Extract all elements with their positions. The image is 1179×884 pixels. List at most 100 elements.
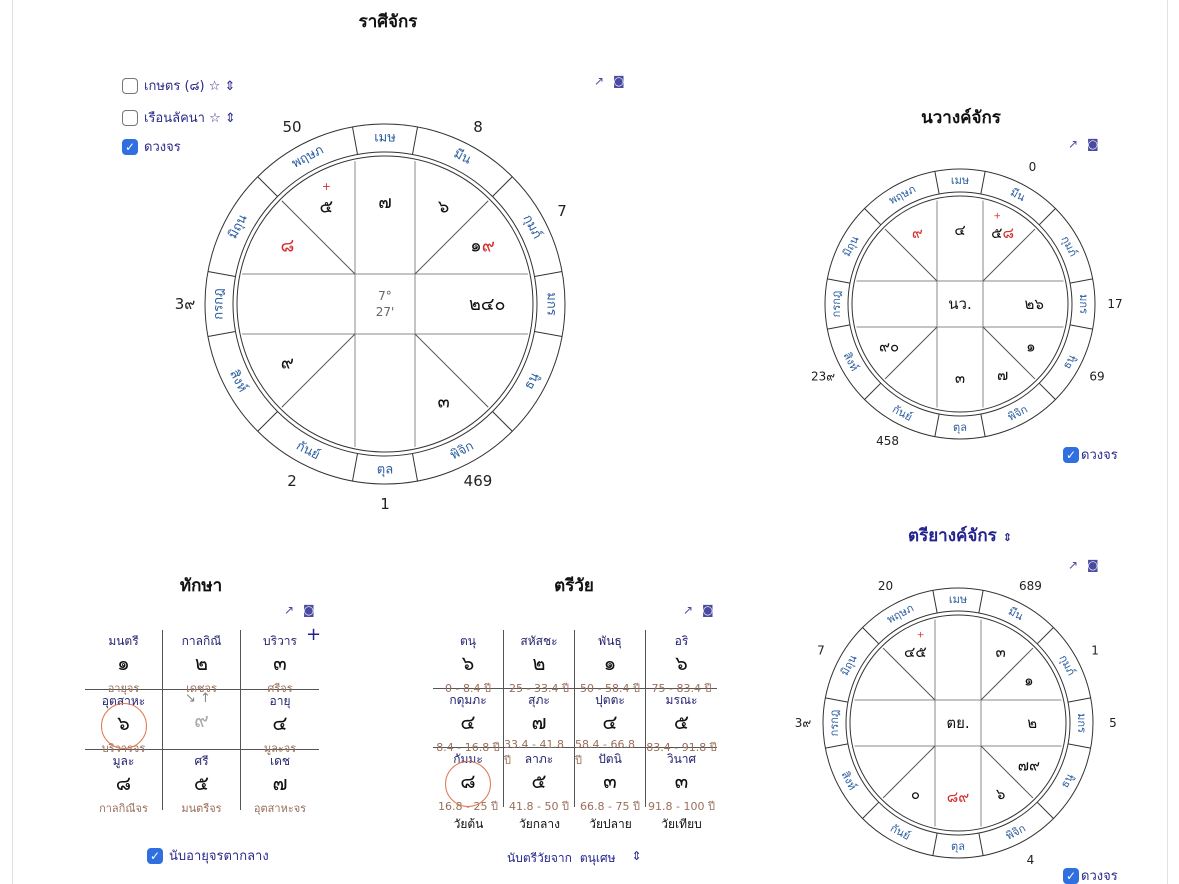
select-value[interactable]: ตนุเศษ bbox=[579, 851, 616, 865]
sign-label: มีน bbox=[1006, 605, 1026, 624]
grid-cell: พันธุ๑ 50 - 58.4 ปี bbox=[575, 630, 646, 695]
external-link-icon[interactable]: ↗ bbox=[1068, 137, 1079, 151]
cell-name: กาลกิณี bbox=[181, 634, 222, 648]
checkbox[interactable] bbox=[122, 77, 138, 94]
sign-label: กรกฎ bbox=[212, 288, 227, 319]
grid-cell: กดุมภะ๔ 8.4 - 16.8 ปี bbox=[433, 689, 504, 754]
camera-icon[interactable]: ◙ bbox=[702, 603, 714, 617]
cell-name: ปุตตะ bbox=[595, 693, 625, 707]
ruen-lakna-option[interactable]: เรือนลัคนา ☆ ⇕ bbox=[122, 107, 236, 128]
diagonal-line bbox=[281, 333, 356, 408]
kaset-option[interactable]: เกษตร (๘) ☆ ⇕ bbox=[122, 75, 235, 96]
center-label: 7° bbox=[378, 289, 392, 303]
triyang-tools: ↗ ◙ bbox=[1068, 558, 1099, 572]
sign-label: มกร bbox=[544, 292, 559, 315]
camera-icon[interactable]: ◙ bbox=[303, 603, 315, 617]
option-label: ดวงจร bbox=[1081, 448, 1118, 463]
cell-value: ๓ bbox=[603, 769, 617, 793]
grid-cell: ปัตนิ๓ 66.8 - 75 ปี bbox=[575, 748, 646, 813]
cell-name: ศรี bbox=[194, 754, 209, 768]
cell-value: ๕ bbox=[193, 771, 210, 795]
inner-circle bbox=[236, 155, 534, 453]
dongjon-option[interactable]: ✓ ดวงจร bbox=[122, 136, 181, 157]
highlight-circle bbox=[445, 761, 491, 807]
grid-cell: สุภะ๗ 33.4 - 41.8 ปี bbox=[504, 689, 575, 767]
house-planets: ๗ bbox=[378, 191, 392, 212]
triyang-title-select[interactable]: ตรียางค์จักร ⇕ bbox=[908, 522, 1012, 549]
planet: ๙ bbox=[912, 224, 923, 242]
camera-icon[interactable]: ◙ bbox=[613, 74, 625, 88]
cell-value: ๗ bbox=[531, 710, 547, 734]
sign-label: พฤษภ bbox=[289, 143, 326, 172]
house-planets: ๘ bbox=[280, 235, 294, 256]
ring-inner-circle bbox=[232, 151, 538, 457]
grid-cell: กาลกิณี๒เดชจร bbox=[163, 630, 241, 695]
diagonal-line bbox=[414, 200, 489, 275]
plus-icon[interactable]: + bbox=[306, 624, 322, 645]
grid-cell: ศรี๕มนตรีจร bbox=[163, 750, 241, 815]
ring-divider bbox=[1038, 208, 1056, 226]
triyang-title: ตรียางค์จักร bbox=[908, 526, 997, 546]
planet: ๙ bbox=[482, 235, 495, 256]
checkbox-checked[interactable]: ✓ bbox=[122, 138, 138, 155]
option-label: เกษตร (๘) ☆ ⇕ bbox=[144, 79, 236, 94]
ring-divider bbox=[1069, 278, 1093, 284]
outer-circle bbox=[822, 587, 1094, 859]
outer-number: 20 bbox=[878, 579, 893, 593]
checkbox[interactable] bbox=[122, 109, 138, 126]
cell-value: ๑ bbox=[603, 651, 617, 675]
house-planets: ๙ bbox=[912, 224, 923, 242]
sign-label: ตุล bbox=[951, 840, 965, 853]
checkbox-checked[interactable]: ✓ bbox=[1063, 446, 1079, 463]
grid-cell: ปุตตะ๔ 58.4 - 66.8 ปี bbox=[575, 689, 646, 767]
house-planets: ๒๖ bbox=[1024, 295, 1043, 313]
taksa-tools: ↗ ◙ bbox=[284, 603, 315, 617]
checkbox-checked[interactable]: ✓ bbox=[147, 847, 163, 864]
planet: ๐ bbox=[911, 785, 920, 803]
external-link-icon[interactable]: ↗ bbox=[284, 603, 295, 617]
grid-cell: วินาศ๓ 91.8 - 100 ปี bbox=[646, 748, 717, 813]
cell-value: ๙ bbox=[194, 708, 209, 732]
grid-cell: อริ๖ 75 - 83.4 ปี bbox=[646, 630, 717, 695]
ring-divider bbox=[1038, 382, 1056, 400]
cell-name: ตนุ bbox=[460, 634, 476, 648]
triyang-dongjon-option[interactable]: ✓ ดวงจร bbox=[1063, 865, 1118, 884]
cell-value: ๖ bbox=[675, 651, 688, 675]
planet: ๕ bbox=[320, 196, 334, 217]
planet: ๔ bbox=[954, 221, 965, 239]
center-label: 27' bbox=[376, 305, 395, 319]
cell-value: ๓ bbox=[273, 651, 287, 675]
planet: ๗๙ bbox=[1018, 757, 1040, 775]
plus-mark-icon: + bbox=[322, 180, 331, 193]
taksa-center-option[interactable]: ✓ นับอายุจรตากลาง bbox=[147, 845, 269, 866]
ring-divider bbox=[1067, 697, 1091, 703]
planet: ๓ bbox=[955, 369, 965, 387]
diagonal-line bbox=[980, 647, 1034, 701]
ring-divider bbox=[257, 411, 278, 432]
house-planets: ๐ bbox=[911, 785, 920, 803]
grid-cell: มนตรี๑อายุจร bbox=[85, 630, 163, 695]
sign-label: กันย์ bbox=[888, 822, 912, 843]
ring-divider bbox=[1069, 324, 1093, 330]
cell-value: ๔ bbox=[272, 711, 288, 735]
taksa-title: ทักษา bbox=[179, 576, 223, 596]
planet: ๖ bbox=[438, 196, 449, 217]
external-link-icon[interactable]: ↗ bbox=[683, 603, 694, 617]
house-planets: ๗ bbox=[997, 366, 1008, 384]
diagonal-line bbox=[281, 200, 356, 275]
external-link-icon[interactable]: ↗ bbox=[594, 74, 605, 88]
sign-label: ธนู bbox=[1060, 352, 1078, 371]
select-label: นับตรีวัยจาก bbox=[507, 851, 572, 865]
planet: ๗ bbox=[378, 191, 392, 212]
checkbox-checked[interactable]: ✓ bbox=[1063, 867, 1079, 884]
camera-icon[interactable]: ◙ bbox=[1087, 137, 1099, 151]
external-link-icon[interactable]: ↗ bbox=[1068, 558, 1079, 572]
camera-icon[interactable]: ◙ bbox=[1087, 558, 1099, 572]
triwai-count-select[interactable]: นับตรีวัยจาก ตนุเศษ ⇕ bbox=[507, 849, 642, 868]
cell-name: สหัสชะ bbox=[520, 634, 558, 648]
ring-divider bbox=[207, 330, 236, 338]
diagonal-line bbox=[884, 326, 938, 380]
navang-dongjon-option[interactable]: ✓ ดวงจร bbox=[1063, 444, 1118, 465]
